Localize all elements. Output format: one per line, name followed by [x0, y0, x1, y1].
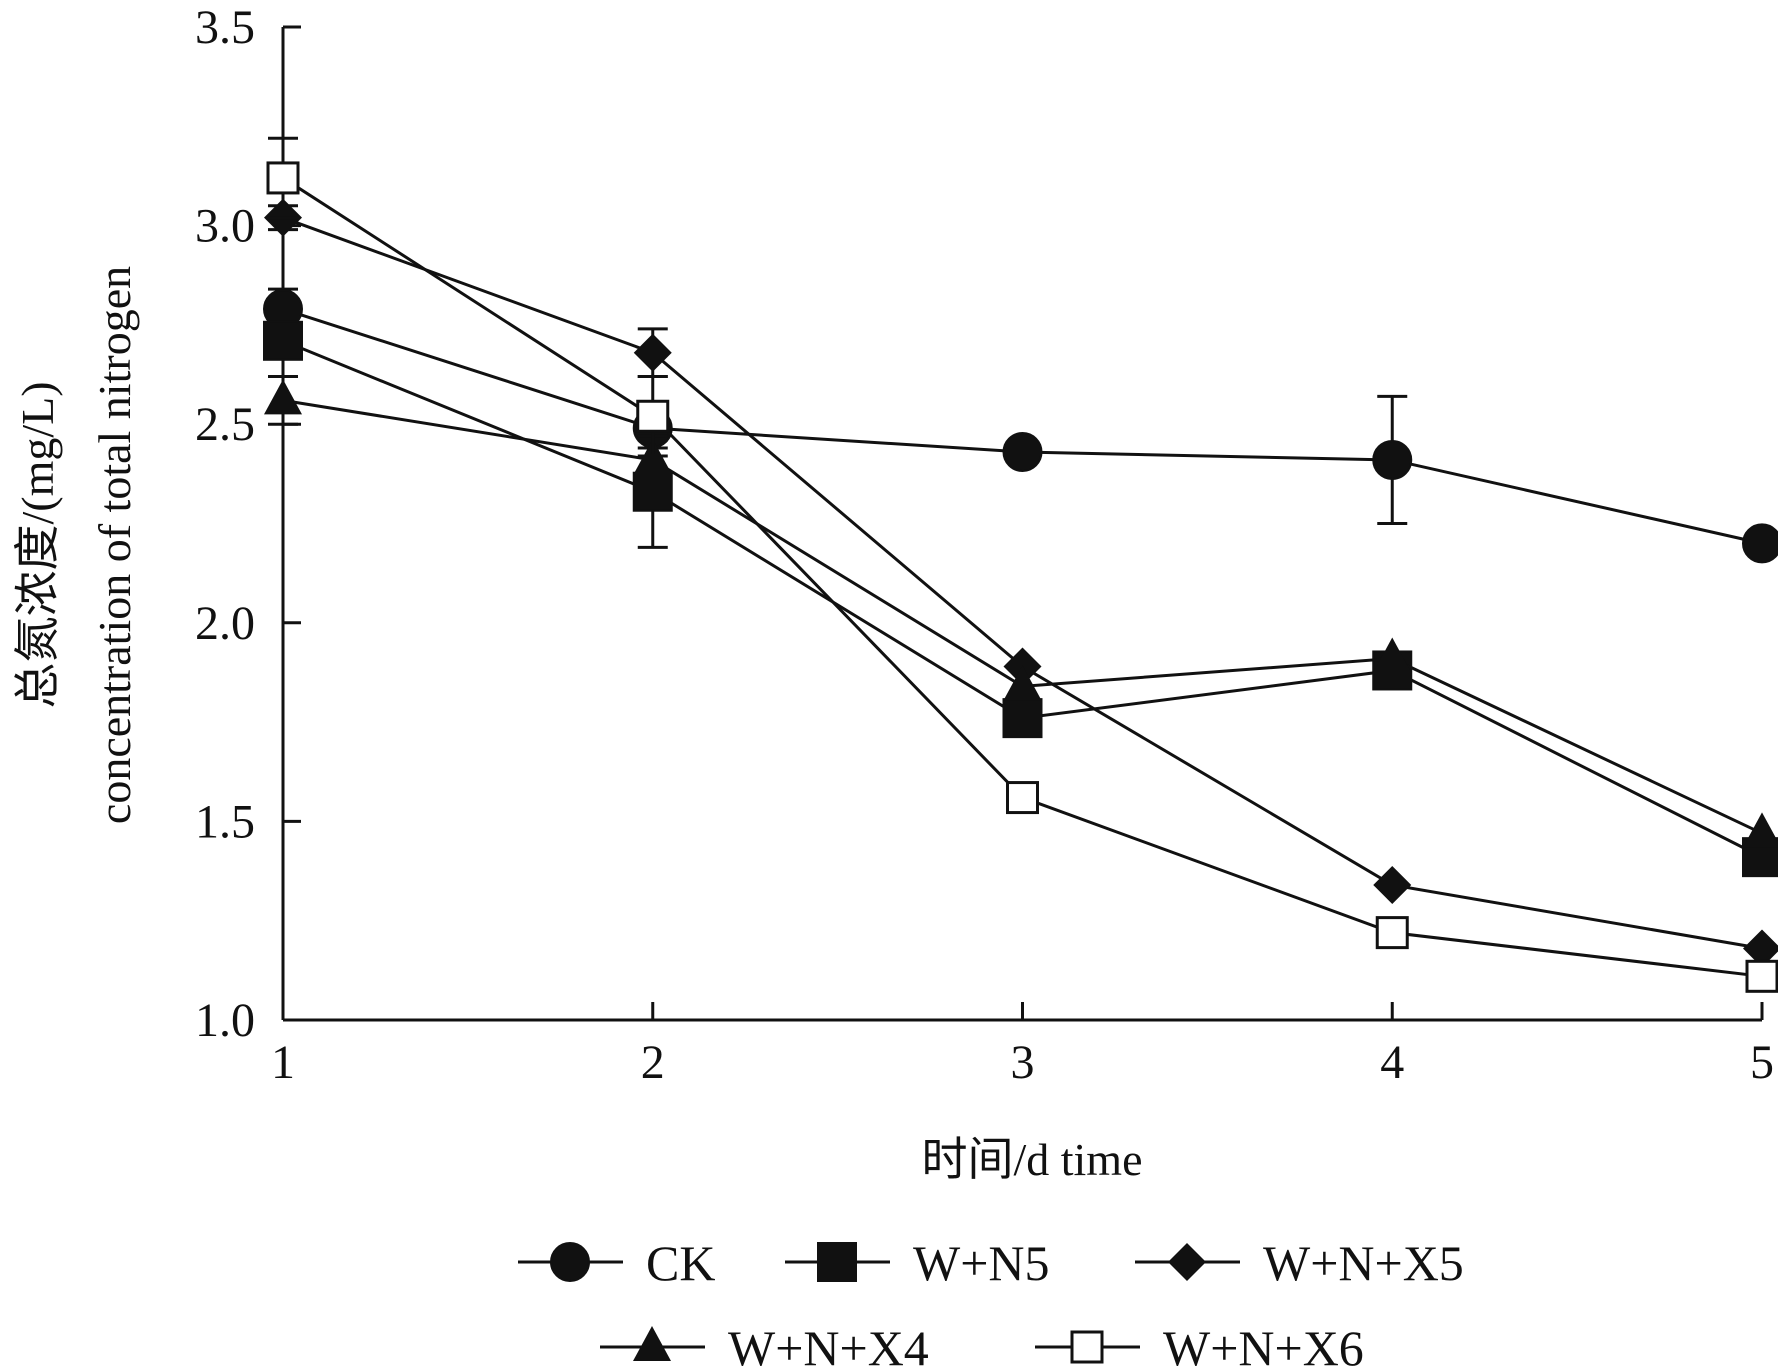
x-tick-label: 1 — [271, 1036, 295, 1089]
data-point — [1373, 865, 1412, 904]
y-tick-label: 3.0 — [195, 200, 255, 253]
data-point — [1373, 637, 1412, 673]
data-point — [1002, 432, 1043, 473]
legend-item: W+N5 — [785, 1235, 1050, 1291]
data-point — [1742, 523, 1778, 564]
series-layer — [263, 136, 1778, 993]
legend-marker — [633, 1326, 671, 1361]
data-point — [1002, 698, 1043, 739]
data-point — [266, 161, 300, 195]
legend-item: W+N+X6 — [1035, 1320, 1364, 1367]
legend-label: W+N+X6 — [1163, 1320, 1364, 1367]
data-point — [1375, 916, 1409, 950]
axes: 1 2 3 4 5 1.0 1.5 2.0 2.5 3.0 3.5 — [195, 1, 1774, 1089]
series-w-n-x5 — [264, 198, 1778, 968]
data-point — [1003, 665, 1042, 701]
y-tick-label: 3.5 — [195, 1, 255, 54]
legend-label: W+N5 — [913, 1235, 1050, 1291]
y-tick-label: 2.0 — [195, 597, 255, 650]
y-tick-label: 1.0 — [195, 994, 255, 1047]
x-tick-label: 3 — [1011, 1036, 1035, 1089]
y-axis-title-line2: concentration of total nitrogen — [89, 266, 140, 824]
series-w-n-x6 — [266, 136, 1778, 993]
series-line — [282, 339, 1763, 859]
data-point — [1006, 781, 1039, 815]
legend-label: W+N+X5 — [1263, 1235, 1464, 1291]
legend-marker — [550, 1242, 590, 1282]
y-tick-label: 1.5 — [195, 795, 255, 848]
data-point — [263, 320, 303, 361]
series-line — [282, 307, 1763, 545]
legend-marker — [1168, 1243, 1206, 1281]
legend-marker — [1070, 1330, 1104, 1364]
data-point — [632, 471, 673, 512]
legend-item: CK — [518, 1235, 715, 1291]
legend: CK W+N5 W+N+X5 W+N+X4 W+N+X6 — [518, 1235, 1464, 1367]
data-point — [636, 399, 670, 433]
legend-item: W+N+X5 — [1135, 1235, 1464, 1291]
x-tick-label: 2 — [641, 1036, 665, 1089]
data-point — [1743, 812, 1778, 848]
y-axis-title-line1: 总氮浓度/(mg/L) — [12, 381, 63, 708]
data-point — [1743, 929, 1778, 968]
data-point — [633, 333, 672, 372]
data-point — [1745, 959, 1778, 993]
legend-label: W+N+X4 — [728, 1320, 929, 1367]
legend-marker — [817, 1242, 857, 1282]
x-tick-label: 4 — [1380, 1036, 1404, 1089]
legend-item: W+N+X4 — [600, 1320, 929, 1367]
legend-label: CK — [646, 1235, 715, 1291]
x-tick-label: 5 — [1750, 1036, 1774, 1089]
data-point — [1372, 439, 1413, 480]
series-line — [282, 216, 1763, 950]
x-axis-title: 时间/d time — [921, 1134, 1142, 1185]
y-tick-label: 2.5 — [195, 398, 255, 451]
data-point — [264, 379, 302, 415]
